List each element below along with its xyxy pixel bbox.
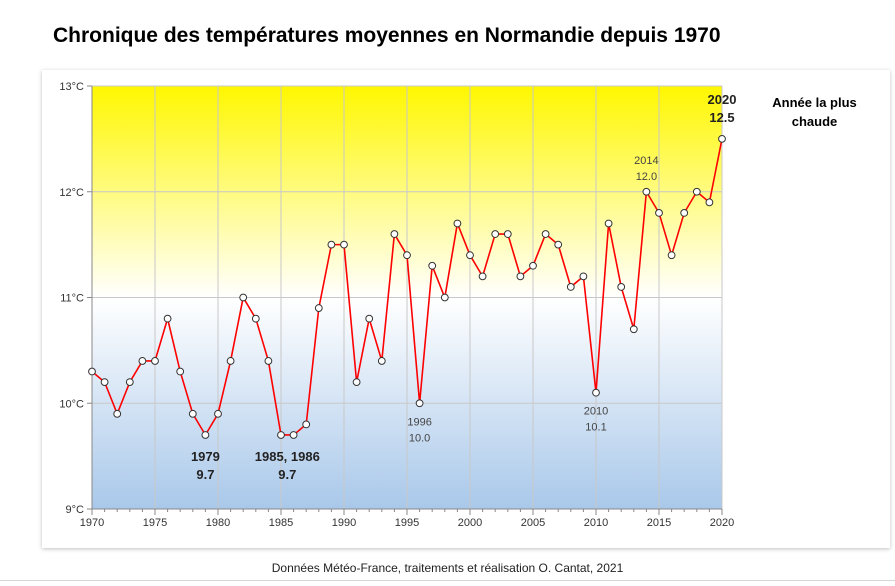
x-tick-label: 1995 bbox=[395, 517, 419, 529]
x-tick-label: 2020 bbox=[710, 517, 734, 529]
annotation-value: 10.1 bbox=[585, 422, 606, 434]
data-point bbox=[314, 304, 323, 312]
x-tick-label: 2015 bbox=[647, 517, 671, 529]
data-point bbox=[655, 209, 663, 217]
data-point bbox=[302, 420, 311, 429]
x-tick-label: 1970 bbox=[80, 517, 104, 529]
data-point bbox=[188, 409, 197, 418]
data-point bbox=[201, 431, 210, 439]
data-point bbox=[277, 431, 285, 439]
data-point bbox=[428, 261, 437, 270]
annotation-year: 1996 bbox=[407, 416, 431, 428]
y-tick-label: 11°C bbox=[60, 293, 84, 305]
data-point bbox=[100, 378, 109, 387]
annotation-year: 1985, 1986 bbox=[255, 449, 320, 464]
data-point bbox=[692, 187, 701, 196]
annotation-value: 9.7 bbox=[278, 467, 296, 482]
x-tick-label: 1985 bbox=[269, 517, 293, 529]
data-point bbox=[138, 357, 147, 365]
data-point bbox=[554, 240, 563, 249]
x-tick-label: 2000 bbox=[458, 517, 482, 529]
data-point bbox=[151, 357, 159, 365]
data-point bbox=[503, 230, 512, 238]
x-tick-label: 1980 bbox=[206, 517, 230, 529]
data-point bbox=[377, 357, 386, 365]
data-point bbox=[214, 409, 222, 418]
annotation-value: 10.0 bbox=[409, 432, 430, 444]
data-point bbox=[390, 230, 399, 238]
data-point bbox=[365, 314, 374, 323]
data-point bbox=[239, 293, 248, 302]
axes-layer: 9°C 10°C 11°C 12°C 13°C 1970 1975 1980 1985 1990 1… bbox=[59, 81, 734, 529]
data-point bbox=[226, 357, 235, 365]
data-point bbox=[491, 230, 500, 238]
data-point bbox=[88, 367, 96, 376]
y-tick-label: 10°C bbox=[59, 398, 84, 410]
hottest-year-note: Année la plus chaude bbox=[772, 95, 857, 129]
data-point bbox=[163, 314, 172, 323]
data-point bbox=[478, 272, 487, 281]
data-point bbox=[440, 293, 449, 302]
y-tick-label: 13°C bbox=[59, 81, 84, 93]
data-point bbox=[718, 134, 726, 143]
annotation-year: 2014 bbox=[634, 155, 658, 167]
data-point bbox=[176, 367, 185, 376]
annotation-year: 1979 bbox=[191, 449, 220, 464]
y-tick-label: 12°C bbox=[59, 187, 84, 199]
series-layer bbox=[88, 134, 726, 439]
data-point bbox=[125, 378, 134, 387]
annotation-layer: 1979 9.7 1985, 1986 9.7 1996 10.0 2010 10.1 2014… bbox=[191, 92, 737, 482]
x-tick-label: 2005 bbox=[521, 517, 545, 529]
data-point bbox=[352, 378, 361, 387]
data-point bbox=[327, 240, 336, 249]
data-point bbox=[264, 357, 273, 365]
data-point bbox=[566, 283, 575, 291]
data-point bbox=[516, 272, 525, 281]
data-point bbox=[642, 187, 651, 196]
data-point bbox=[579, 272, 588, 281]
annotation-year: 2020 bbox=[708, 92, 737, 107]
data-point bbox=[629, 325, 638, 334]
data-point bbox=[453, 219, 462, 228]
data-point bbox=[705, 198, 714, 207]
data-point bbox=[403, 251, 411, 260]
annotation-value: 9.7 bbox=[196, 467, 214, 482]
data-point bbox=[592, 388, 600, 397]
y-tick-label: 9°C bbox=[66, 504, 85, 516]
data-point bbox=[289, 431, 298, 439]
data-point bbox=[251, 314, 260, 323]
data-point bbox=[541, 230, 550, 238]
data-point bbox=[113, 409, 122, 418]
data-point bbox=[680, 209, 689, 217]
data-point bbox=[604, 219, 613, 228]
x-tick-label: 1990 bbox=[332, 517, 356, 529]
divider bbox=[0, 580, 895, 581]
annotation-year: 2010 bbox=[584, 406, 608, 418]
source-caption: Données Météo-France, traitements et réa… bbox=[271, 561, 624, 575]
annotation-value: 12.0 bbox=[636, 171, 657, 183]
x-tick-label: 2010 bbox=[584, 517, 608, 529]
data-point bbox=[340, 240, 348, 249]
data-point bbox=[529, 261, 537, 270]
data-point bbox=[466, 251, 474, 260]
x-tick-label: 1975 bbox=[143, 517, 167, 529]
data-point bbox=[617, 283, 626, 291]
data-point bbox=[667, 251, 676, 260]
data-point bbox=[415, 399, 424, 408]
annotation-value: 12.5 bbox=[709, 110, 734, 125]
chart-title: Chronique des températures moyennes en N… bbox=[53, 24, 721, 47]
